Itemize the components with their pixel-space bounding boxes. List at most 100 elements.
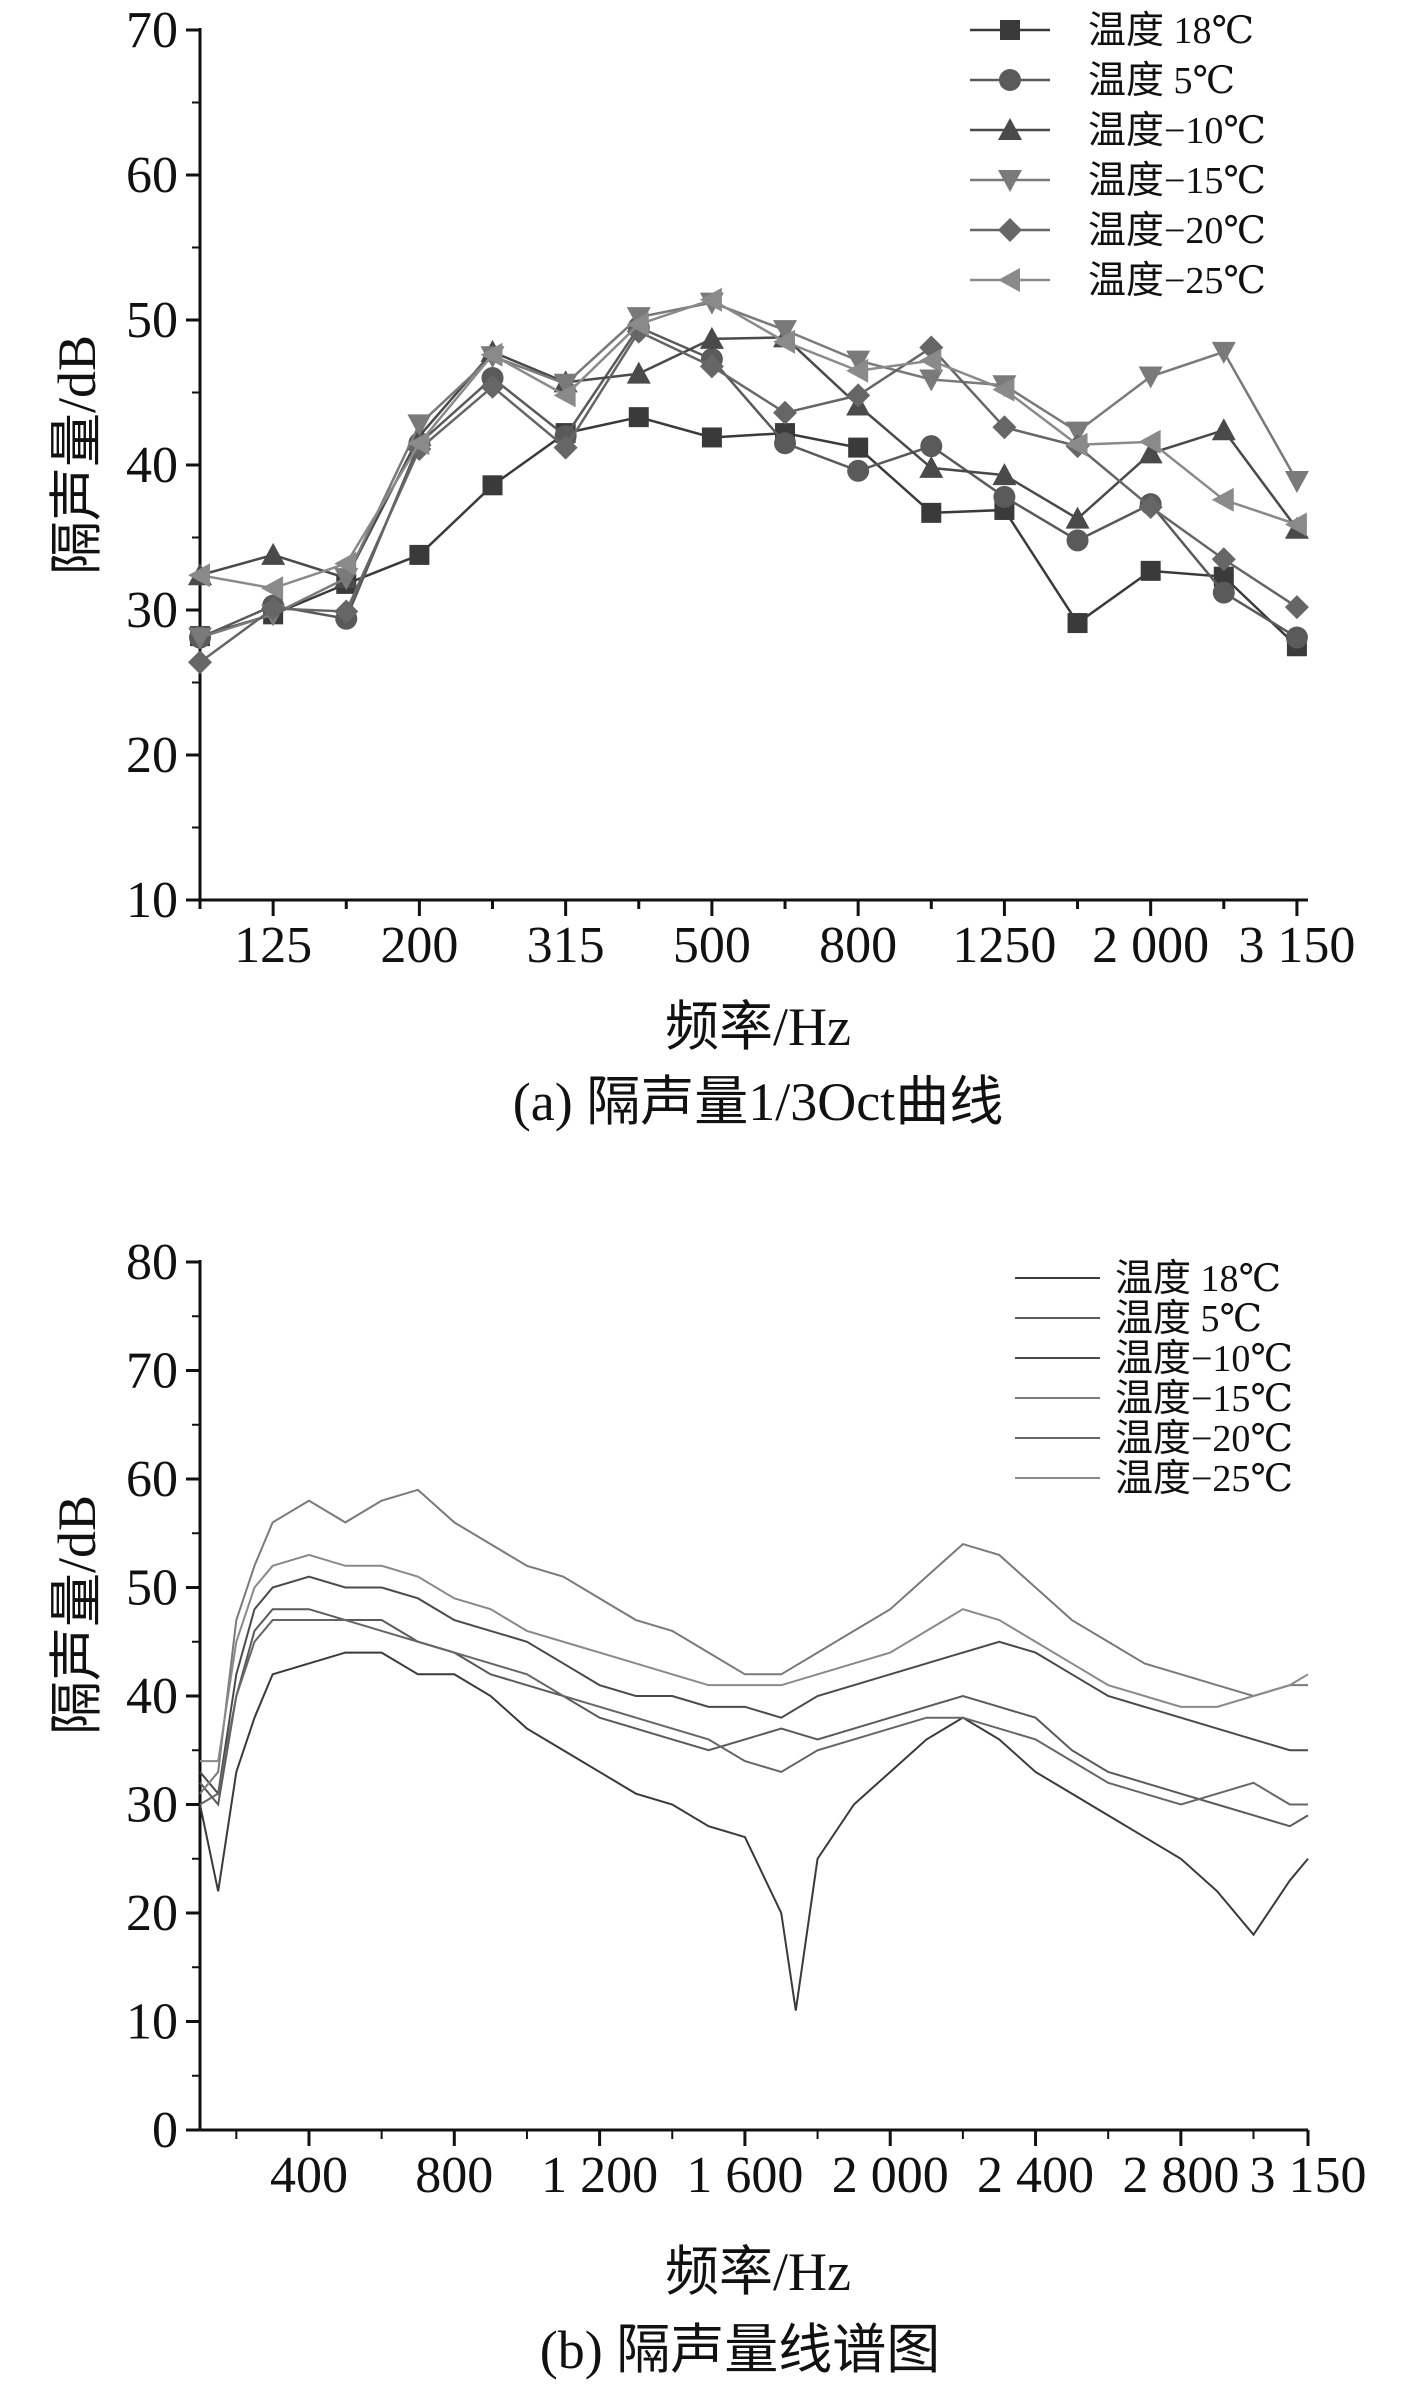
data-point	[993, 485, 1016, 508]
x-tick-label: 125	[234, 917, 312, 974]
y-tick-label: 40	[126, 437, 178, 494]
series-line	[199, 329, 1298, 664]
data-point	[553, 373, 578, 396]
legend-label: 温度 5℃	[1088, 60, 1235, 102]
data-point	[261, 576, 284, 601]
series-a-5	[188, 287, 1307, 601]
data-point	[699, 326, 724, 349]
chart-b-y-ticks: 0 10 20 30 40 50 60 70 80	[126, 1234, 200, 2159]
legend-label: 温度 5℃	[1115, 1298, 1262, 1340]
series-a-0	[190, 407, 1307, 657]
data-point	[848, 437, 869, 458]
series-line	[199, 325, 1298, 639]
legend-marker	[999, 69, 1021, 91]
data-point	[1066, 529, 1089, 552]
data-point	[774, 432, 797, 455]
y-tick-label: 40	[126, 1668, 178, 1725]
series-b-2	[199, 1575, 1308, 1796]
data-point	[334, 568, 359, 591]
chart-a-axes	[198, 28, 1308, 902]
x-tick-label: 500	[673, 917, 751, 974]
x-tick-label: 315	[527, 917, 605, 974]
data-point	[188, 563, 210, 588]
data-point	[261, 542, 286, 565]
data-point	[407, 414, 432, 437]
x-tick-label: 2 000	[832, 2147, 949, 2204]
data-point	[920, 435, 943, 458]
chart-a: 10 20 30 40 50 60 70 125 200 315 500 800 1250 2 000 3…	[47, 2, 1355, 1132]
data-point	[261, 596, 286, 621]
data-point	[773, 329, 796, 354]
chart-b-series	[199, 1488, 1309, 2011]
legend-label: 温度−20℃	[1088, 210, 1266, 252]
chart-b-x-axis-title: 频率/Hz	[665, 2242, 851, 2302]
legend-label: 温度−25℃	[1115, 1458, 1293, 1500]
chart-b-x-ticks: 400 800 1 200 1 600 2 000 2 400 2 800 3 150	[235, 2130, 1367, 2204]
x-tick-label: 3 150	[1250, 2147, 1367, 2204]
legend-marker	[998, 170, 1022, 192]
data-point	[699, 354, 724, 379]
data-point	[188, 627, 212, 650]
chart-a-legend: 温度 18℃ 温度 5℃ 温度−10℃ 温度−15℃ 温度−20℃ 温度−25℃	[970, 10, 1266, 302]
data-point	[919, 455, 944, 478]
series-b-4	[199, 1619, 1308, 1806]
series-line	[199, 298, 1298, 590]
chart-a-y-axis-title: 隔声量/dB	[47, 335, 107, 575]
legend-marker	[998, 118, 1022, 140]
data-point	[773, 400, 798, 425]
series-b-3	[199, 1488, 1308, 1795]
series-a-1	[189, 316, 1308, 649]
x-tick-label: 1 200	[541, 2147, 658, 2204]
chart-b-y-axis-title: 隔声量/dB	[47, 1495, 107, 1735]
data-point	[188, 650, 212, 675]
x-tick-label: 2 000	[1092, 917, 1209, 974]
x-tick-label: 200	[380, 917, 458, 974]
chart-a-series	[188, 287, 1309, 675]
data-point	[1284, 595, 1309, 620]
data-point	[992, 463, 1017, 486]
chart-b: 0 10 20 30 40 50 60 70 80 400 800 1 200 1 600 2 000 2…	[47, 1234, 1367, 2380]
legend-label: 温度−10℃	[1088, 110, 1266, 152]
legend-label: 温度−25℃	[1088, 260, 1266, 302]
y-tick-label: 20	[126, 727, 178, 784]
legend-label: 温度−15℃	[1115, 1378, 1293, 1420]
y-tick-label: 30	[126, 1777, 178, 1834]
y-tick-label: 80	[126, 1234, 178, 1291]
chart-a-x-axis-title: 频率/Hz	[665, 997, 851, 1057]
data-point	[1065, 432, 1088, 457]
data-point	[480, 374, 505, 399]
data-point	[846, 350, 871, 373]
data-point	[1211, 341, 1236, 364]
series-line	[199, 415, 1298, 648]
data-point	[553, 435, 578, 460]
data-point	[628, 407, 649, 428]
legend-marker	[998, 268, 1020, 292]
data-point	[334, 551, 357, 576]
legend-label: 温度 18℃	[1088, 10, 1254, 52]
x-tick-label: 800	[415, 2147, 493, 2204]
data-point	[1138, 366, 1163, 389]
data-point	[919, 348, 942, 373]
series-line	[199, 336, 1298, 580]
legend-marker	[998, 218, 1022, 242]
data-point	[1140, 560, 1161, 581]
data-point	[1138, 441, 1163, 464]
data-point	[626, 312, 649, 337]
chart-b-legend: 温度 18℃温度 5℃温度−10℃温度−15℃温度−20℃温度−25℃	[1015, 1258, 1293, 1500]
series-b-5	[200, 1553, 1309, 1763]
data-point	[846, 358, 869, 383]
data-point	[1211, 487, 1234, 512]
data-point	[482, 475, 503, 496]
y-tick-label: 70	[126, 2, 178, 59]
y-tick-label: 0	[152, 2102, 178, 2159]
chart-a-caption: (a) 隔声量1/3Oct曲线	[513, 1072, 1003, 1132]
chart-a-y-ticks: 10 20 30 40 50 60 70	[126, 2, 200, 929]
legend-label: 温度 18℃	[1115, 1258, 1281, 1300]
data-point	[409, 544, 430, 565]
series-b-0	[199, 1651, 1309, 2011]
data-point	[1284, 512, 1307, 537]
data-point	[921, 502, 942, 523]
x-tick-label: 800	[819, 917, 897, 974]
y-tick-label: 50	[126, 1560, 178, 1617]
